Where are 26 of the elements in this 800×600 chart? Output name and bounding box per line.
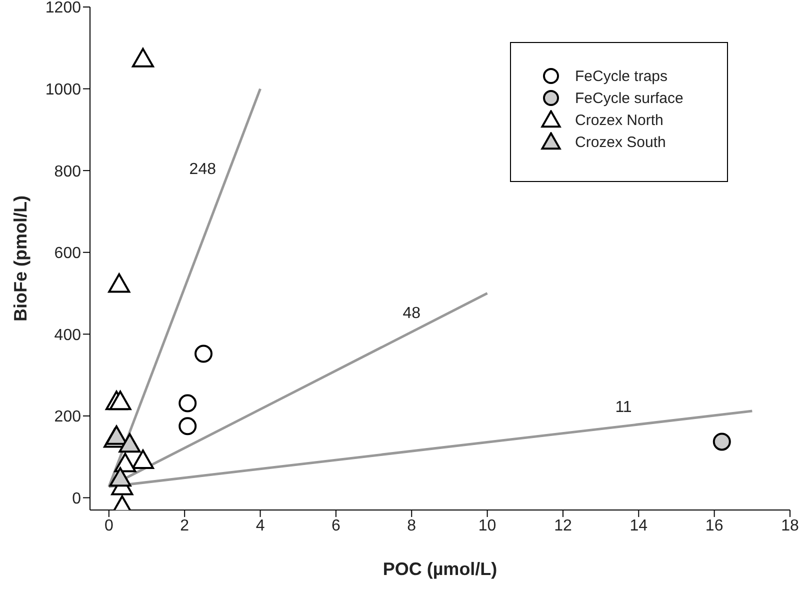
y-tick-label: 1000 [45, 81, 82, 98]
x-tick-label: 6 [331, 517, 340, 534]
x-tick-label: 8 [407, 517, 416, 534]
x-tick-label: 10 [478, 517, 496, 534]
y-tick-label: 400 [54, 326, 82, 344]
y-tick-label: 1200 [45, 0, 82, 17]
x-tick-label: 0 [104, 517, 114, 534]
annotation: 248 [189, 161, 216, 178]
legend-label: Crozex South [575, 134, 666, 150]
x-tick-label: 16 [705, 517, 724, 534]
legend-label: Crozex North [575, 112, 664, 128]
y-tick-label: 600 [54, 245, 82, 262]
x-tick-label: 12 [554, 517, 572, 534]
x-tick-label: 18 [781, 517, 799, 534]
annotation: 11 [615, 399, 632, 416]
x-tick-label: 14 [630, 517, 648, 534]
annotation: 48 [402, 304, 421, 322]
y-tick-label: 0 [72, 490, 82, 508]
y-axis-title: BioFe (pmol/L) [10, 196, 30, 322]
x-axis-title: POC (µmol/L) [382, 559, 498, 579]
x-tick-label: 4 [256, 517, 265, 534]
legend-label: FeCycle traps [575, 68, 668, 84]
y-tick-label: 200 [54, 408, 82, 426]
x-tick-label: 2 [180, 517, 190, 534]
legend-label: FeCycle surface [575, 90, 684, 106]
y-tick-label: 800 [54, 163, 82, 180]
